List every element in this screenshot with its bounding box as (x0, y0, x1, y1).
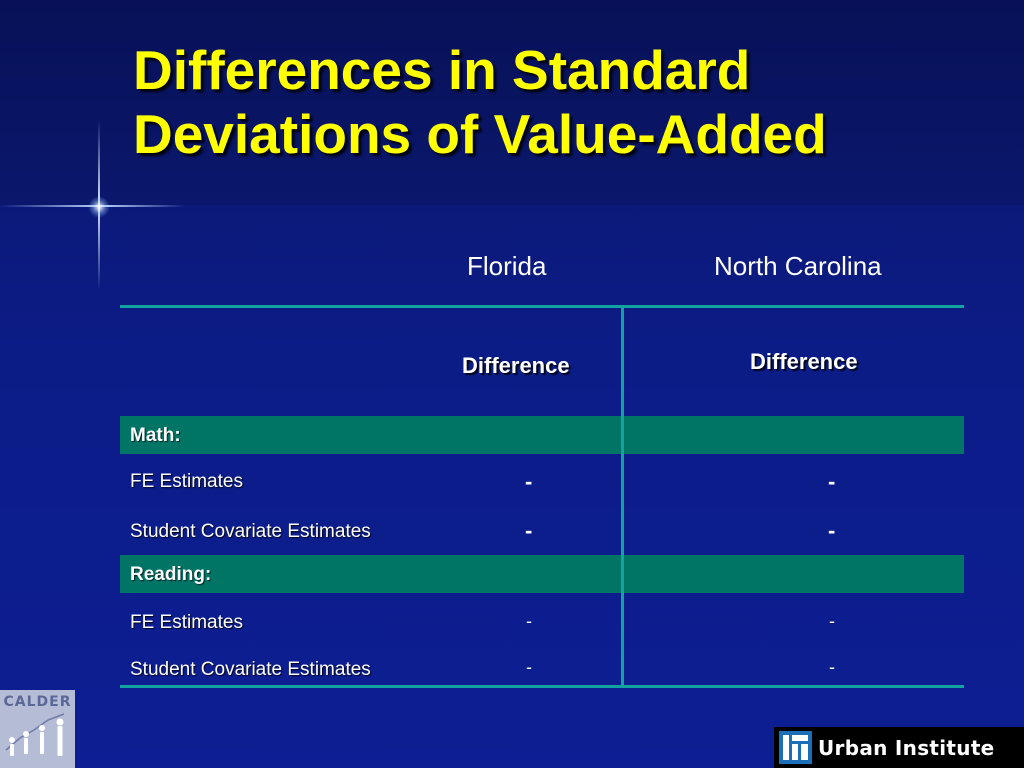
value-math-covariate-nc: - (828, 518, 836, 543)
slide-title: Differences in Standard Deviations of Va… (133, 38, 827, 166)
subheader-nc-difference: Difference (750, 349, 858, 374)
value-reading-fe-nc: - (829, 611, 835, 631)
section-label-math: Math: (130, 425, 181, 446)
slide-title-line-2: Deviations of Value-Added (133, 103, 827, 165)
section-label-reading: Reading: (130, 564, 212, 585)
row-label-reading-fe: FE Estimates (130, 612, 243, 633)
section-band-reading: Reading: (120, 555, 964, 593)
sparkle-glow (88, 196, 110, 218)
column-header-florida: Florida (467, 251, 547, 281)
urban-institute-logo: Urban Institute (774, 727, 1024, 768)
row-label-math-covariate: Student Covariate Estimates (130, 521, 371, 542)
value-reading-fe-florida: - (526, 611, 532, 631)
urban-institute-logo-text: Urban Institute (818, 736, 995, 760)
value-math-covariate-florida: - (525, 518, 533, 543)
calder-logo: CALDER (0, 690, 75, 768)
section-band-math: Math: (120, 416, 964, 454)
slide-title-line-1: Differences in Standard (133, 39, 751, 101)
row-label-reading-covariate: Student Covariate Estimates (130, 659, 371, 680)
title-band (0, 0, 1024, 205)
table-column-divider (621, 307, 624, 687)
value-math-fe-florida: - (525, 469, 533, 494)
urban-institute-mark-icon (779, 731, 812, 764)
value-reading-covariate-florida: - (526, 657, 532, 677)
table-top-rule (120, 305, 964, 308)
value-math-fe-nc: - (828, 469, 836, 494)
table-bottom-rule (120, 685, 964, 688)
calder-logo-text: CALDER (3, 694, 72, 710)
column-header-north-carolina: North Carolina (714, 251, 882, 281)
value-reading-covariate-nc: - (829, 657, 835, 677)
calder-figures-icon (5, 713, 65, 756)
row-label-math-fe: FE Estimates (130, 471, 243, 492)
subheader-florida-difference: Difference (462, 353, 570, 378)
